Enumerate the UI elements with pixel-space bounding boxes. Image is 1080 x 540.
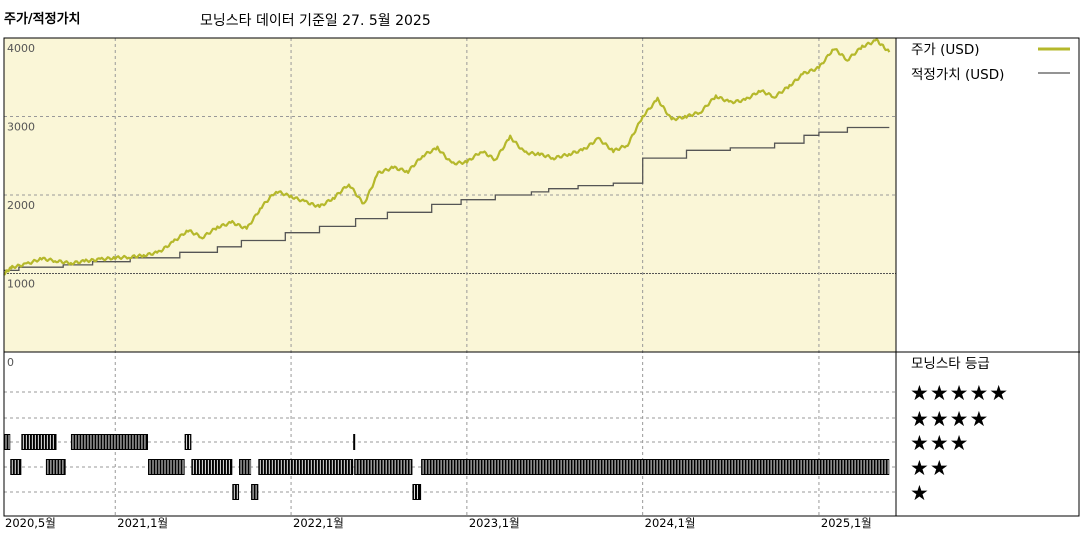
- rating-star-label-3: ★★★: [910, 431, 969, 455]
- chart-frame: [3, 37, 1080, 517]
- rating-period-fill: [70, 434, 149, 450]
- rating-zero-label: 0: [7, 356, 14, 369]
- rating-period-3-star: [4, 434, 11, 450]
- rating-period-fill: [412, 484, 422, 500]
- rating-period-3-star: [70, 434, 149, 450]
- rating-period-fill: [232, 484, 240, 500]
- rating-period-2-star: [421, 459, 890, 475]
- rating-star-label-5: ★★★★★: [910, 381, 1009, 405]
- rating-period-1-star: [232, 484, 240, 500]
- y-tick-label: 4000: [7, 42, 35, 55]
- rating-period-fill: [10, 459, 22, 475]
- rating-period-1-star: [412, 484, 422, 500]
- rating-star-labels: ★★★★★★★★★★★★★★★: [910, 381, 1009, 505]
- rating-period-3-star: [21, 434, 57, 450]
- legend: 주가 (USD) 적정가치 (USD): [911, 42, 1070, 83]
- rating-period-3-star: [184, 434, 192, 450]
- rating-period-1-star: [251, 484, 259, 500]
- y-axis-ticks: 4000 3000 2000 1000: [7, 42, 35, 291]
- x-tick-label: 2021,1월: [117, 516, 168, 530]
- x-tick-label: 2024,1월: [645, 516, 696, 530]
- legend-label-price: 주가 (USD): [911, 42, 980, 58]
- rating-period-3-star: [353, 434, 356, 450]
- rating-period-fill: [4, 434, 11, 450]
- rating-period-fill: [184, 434, 192, 450]
- x-tick-label: 2023,1월: [469, 516, 520, 530]
- rating-period-2-star: [191, 459, 233, 475]
- fair-value-line: [4, 126, 890, 272]
- rating-period-2-star: [10, 459, 22, 475]
- rating-period-fill: [239, 459, 252, 475]
- legend-label-fair-value: 적정가치 (USD): [911, 67, 1004, 83]
- y-tick-label: 3000: [7, 121, 35, 134]
- x-axis-ticks: 2020,5월 2021,1월 2022,1월 2023,1월 2024,1월 2025,…: [5, 516, 872, 530]
- fair-value-series: [4, 126, 890, 272]
- x-tick-label: 2022,1월: [293, 516, 344, 530]
- price-series: [3, 38, 891, 276]
- rating-period-2-star: [239, 459, 252, 475]
- rating-bars: [4, 434, 890, 500]
- rating-period-2-star: [258, 459, 354, 475]
- rating-star-label-1: ★: [910, 481, 930, 505]
- rating-star-label-2: ★★: [910, 456, 950, 480]
- rating-period-fill: [353, 434, 356, 450]
- chart-subtitle: 모닝스타 데이터 기준일 27. 5월 2025: [200, 13, 431, 29]
- rating-period-2-star: [45, 459, 66, 475]
- x-tick-label: 2020,5월: [5, 516, 56, 530]
- chart-title: 주가/적정가치: [4, 12, 81, 27]
- y-tick-label: 1000: [7, 278, 35, 291]
- price-line: [3, 38, 891, 276]
- y-tick-label: 2000: [7, 199, 35, 212]
- rating-panel-title: 모닝스타 등급: [911, 356, 990, 372]
- rating-star-label-4: ★★★★: [910, 407, 989, 431]
- rating-period-fill: [421, 459, 890, 475]
- rating-period-2-star: [148, 459, 185, 475]
- rating-period-fill: [148, 459, 185, 475]
- rating-period-fill: [251, 484, 259, 500]
- rating-period-2-star: [354, 459, 413, 475]
- rating-period-fill: [191, 459, 233, 475]
- x-tick-label: 2025,1월: [821, 516, 872, 530]
